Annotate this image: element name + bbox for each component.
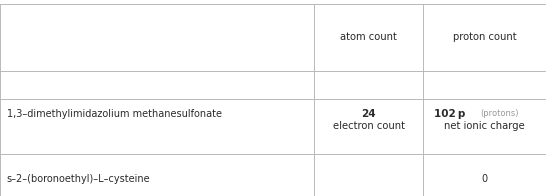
Bar	[314, 71, 423, 157]
Text: 1,3–dimethylimidazolium methanesulfonate: 1,3–dimethylimidazolium methanesulfonate	[7, 109, 222, 119]
Text: 24: 24	[361, 109, 376, 119]
Bar	[314, 99, 423, 154]
Text: 102 p: 102 p	[434, 109, 465, 119]
Bar	[314, 4, 423, 71]
Text: (protons): (protons)	[480, 109, 519, 118]
Text: s–2–(boronoethyl)–L–cysteine: s–2–(boronoethyl)–L–cysteine	[7, 174, 150, 184]
Bar	[423, 99, 546, 154]
Bar	[423, 71, 546, 157]
Bar	[0, 154, 314, 196]
Bar	[314, 154, 423, 196]
Text: net ionic charge: net ionic charge	[444, 121, 525, 132]
Bar	[0, 4, 314, 71]
Bar	[0, 71, 314, 157]
Text: proton count: proton count	[453, 32, 517, 42]
Bar	[0, 4, 546, 157]
Bar	[0, 99, 546, 196]
Bar	[423, 154, 546, 196]
Text: 0: 0	[482, 174, 488, 184]
Bar	[0, 99, 314, 154]
Bar	[423, 4, 546, 71]
Text: electron count: electron count	[333, 121, 405, 132]
Text: atom count: atom count	[340, 32, 397, 42]
